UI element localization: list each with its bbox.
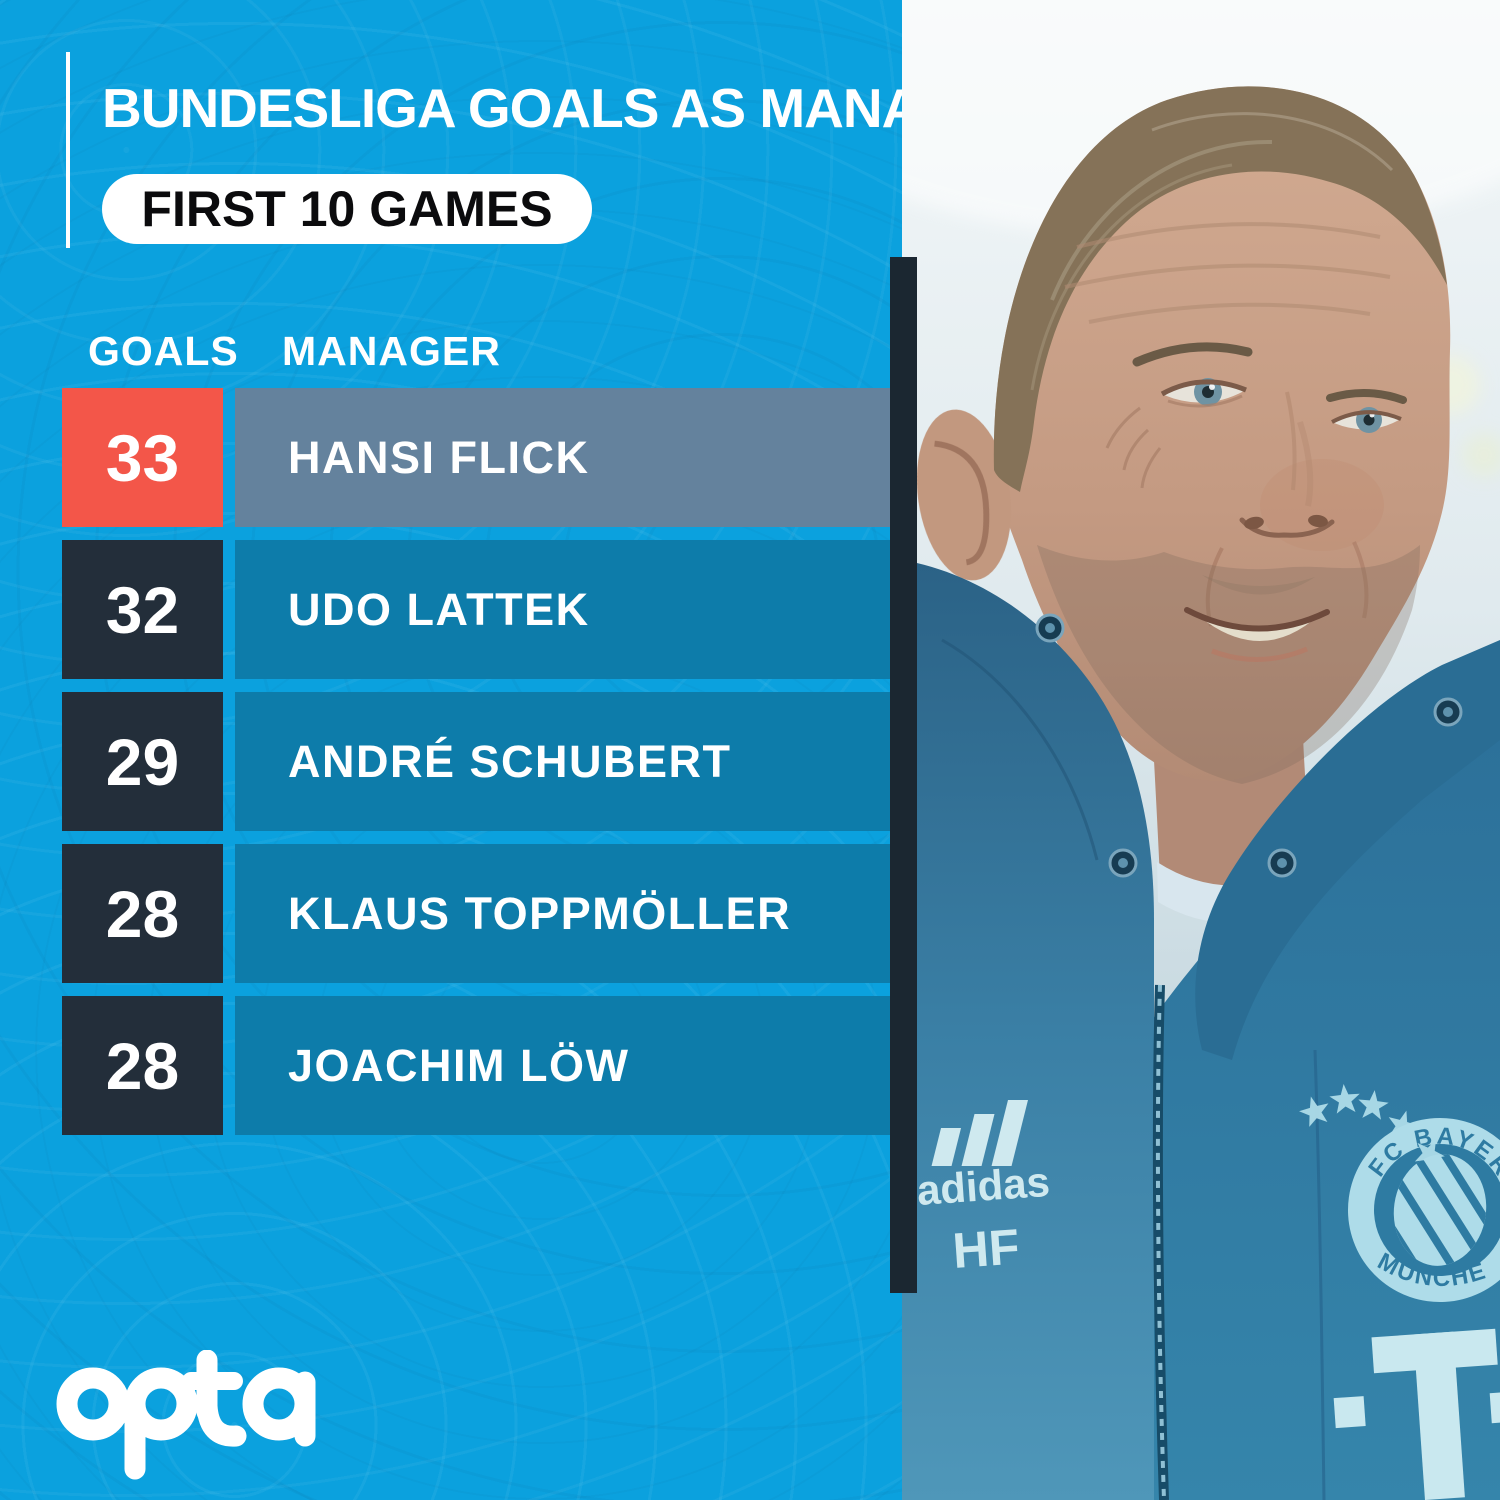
page-title: BUNDESLIGA GOALS AS MANAGER: [102, 77, 1038, 139]
stats-panel: BUNDESLIGA GOALS AS MANAGER FIRST 10 GAM…: [0, 0, 1038, 1500]
right-eye: [1331, 407, 1402, 433]
title-accent-line: [66, 52, 70, 248]
telekom-logo: [1333, 1328, 1500, 1500]
manager-face: [916, 86, 1451, 784]
goals-value: 28: [105, 1028, 180, 1103]
jacket-right-panel: [1152, 703, 1500, 1500]
adidas-logo: adidas HF: [915, 1100, 1051, 1279]
goals-value: 28: [105, 876, 180, 951]
jacket-right-collar: [1195, 640, 1500, 1060]
table-row: 28 KLAUS TOPPMÖLLER: [0, 844, 902, 983]
goals-value-box: 33: [62, 388, 223, 527]
goals-value-box: 29: [62, 692, 223, 831]
manager-name: HANSI FLICK: [288, 431, 590, 483]
zipper: [1152, 984, 1169, 1500]
adidas-wordmark: adidas: [915, 1158, 1051, 1214]
forehead-wrinkles: [1064, 222, 1391, 324]
opta-logo: [55, 1349, 375, 1480]
table-row: 28 JOACHIM LÖW: [0, 996, 902, 1135]
left-eyebrow: [1132, 342, 1253, 367]
manager-name: KLAUS TOPPMÖLLER: [288, 887, 792, 939]
smiling-mouth: [1184, 607, 1330, 662]
table-row: 32 UDO LATTEK: [0, 540, 902, 679]
goals-value-box: 28: [62, 996, 223, 1135]
manager-photo: adidas HF FC BAYERN: [902, 0, 1500, 1500]
table-row: 33 HANSI FLICK: [0, 388, 902, 527]
right-eyebrow: [1326, 388, 1407, 404]
jacket-left-panel: [902, 560, 1154, 1500]
stubble: [1037, 545, 1420, 784]
goals-value-box: 32: [62, 540, 223, 679]
manager-name-bar: ANDRÉ SCHUBERT: [235, 692, 890, 831]
table-row: 29 ANDRÉ SCHUBERT: [0, 692, 902, 831]
crows-feet-wrinkles: [1105, 406, 1162, 489]
goals-value: 32: [105, 572, 180, 647]
manager-photo-illustration: adidas HF FC BAYERN: [902, 0, 1500, 1500]
goals-column-header: GOALS: [88, 328, 239, 374]
manager-column-header: MANAGER: [282, 328, 501, 374]
manager-name-bar: KLAUS TOPPMÖLLER: [235, 844, 890, 983]
goals-value: 33: [105, 420, 180, 495]
manager-name: UDO LATTEK: [288, 583, 590, 635]
jacket-initials: HF: [951, 1218, 1021, 1279]
goals-value: 29: [105, 724, 180, 799]
ear: [916, 409, 1012, 581]
subtitle-pill: FIRST 10 GAMES: [102, 174, 592, 244]
manager-name-bar: UDO LATTEK: [235, 540, 890, 679]
nose: [1239, 391, 1335, 538]
manager-name: JOACHIM LÖW: [288, 1039, 630, 1091]
opta-logo-icon: [56, 1349, 316, 1480]
manager-name-bar: HANSI FLICK: [235, 388, 890, 527]
divider-bar: [890, 257, 917, 1293]
subtitle-text: FIRST 10 GAMES: [141, 181, 553, 237]
goals-value-box: 28: [62, 844, 223, 983]
left-eye: [1160, 378, 1247, 408]
manager-name-bar: JOACHIM LÖW: [235, 996, 890, 1135]
manager-name: ANDRÉ SCHUBERT: [288, 735, 732, 787]
snap-buttons: [1035, 613, 1463, 878]
hair: [993, 86, 1447, 493]
